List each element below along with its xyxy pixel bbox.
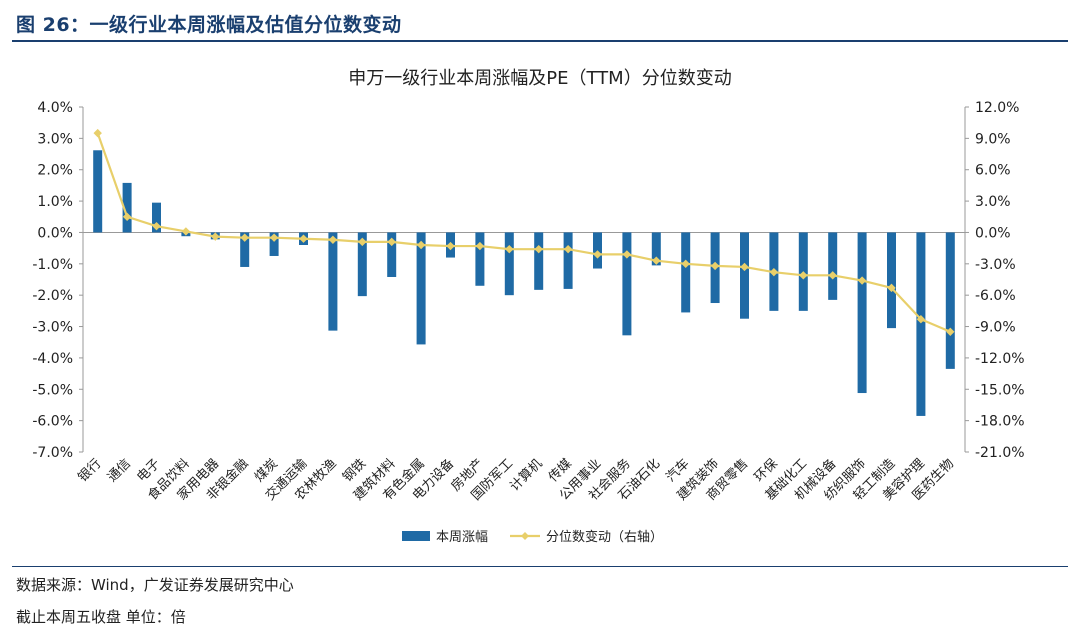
line-point (181, 227, 191, 236)
bar (534, 232, 544, 290)
y-tick-label-right: 9.0% (975, 131, 1011, 147)
chart-title: 申万一级行业本周涨幅及PE（TTM）分位数变动 (348, 68, 731, 89)
y-tick-label-left: -4.0% (32, 351, 73, 367)
y-tick-label-left: 3.0% (37, 131, 73, 147)
y-tick-label-right: -9.0% (975, 320, 1016, 336)
line-point (740, 262, 749, 272)
x-tick-label: 计算机 (507, 456, 545, 494)
legend-swatch-marker (521, 532, 529, 540)
top-rule (12, 40, 1068, 42)
unit-note: 截止本周五收盘 单位：倍 (16, 608, 186, 626)
y-tick-label-left: 2.0% (37, 163, 73, 179)
line-point (681, 259, 690, 269)
y-tick-label-right: 12.0% (975, 100, 1019, 116)
y-tick-label-right: -18.0% (975, 414, 1025, 430)
line-point (269, 233, 279, 242)
y-tick-label-left: -2.0% (32, 288, 73, 304)
line-point (358, 237, 367, 247)
bar (328, 232, 338, 331)
legend-swatch-bar (402, 531, 430, 541)
y-tick-label-right: -12.0% (975, 351, 1025, 367)
y-tick-label-left: -5.0% (32, 382, 73, 398)
bar (563, 232, 573, 289)
line-point (328, 235, 338, 244)
line-point (887, 283, 896, 293)
y-tick-label-right: 6.0% (975, 163, 1011, 179)
line-point (563, 244, 573, 254)
line-point (857, 276, 867, 285)
line-point (475, 241, 485, 251)
bottom-rule (12, 566, 1068, 567)
y-tick-label-left: 0.0% (37, 225, 73, 241)
line-point (416, 240, 426, 250)
bar (387, 232, 397, 277)
line-point (387, 237, 396, 247)
line-point (122, 212, 132, 221)
line-point (299, 234, 308, 243)
line-point (946, 327, 955, 336)
legend-label-line: 分位数变动（右轴） (546, 529, 663, 545)
line-point (152, 221, 161, 231)
bar (681, 232, 691, 313)
bar (945, 232, 955, 369)
figure-title: 图 26：一级行业本周涨幅及估值分位数变动 (16, 14, 402, 36)
line-point (240, 233, 249, 242)
legend-label-bar: 本周涨幅 (436, 530, 488, 545)
y-tick-label-left: -3.0% (32, 320, 73, 336)
bar (269, 232, 279, 256)
bar (622, 232, 632, 336)
line-point (593, 250, 602, 259)
bar (740, 232, 749, 319)
line-point (828, 271, 837, 280)
bar (916, 232, 926, 416)
y-tick-label-left: -7.0% (32, 445, 73, 461)
y-tick-label-left: 4.0% (37, 100, 73, 116)
y-tick-label-right: 3.0% (975, 194, 1011, 210)
bar (887, 232, 896, 329)
bar (122, 182, 132, 233)
bar (152, 202, 161, 233)
bar (93, 150, 103, 233)
y-tick-label-right: -6.0% (975, 288, 1016, 304)
source-note: 数据来源：Wind，广发证券发展研究中心 (16, 576, 294, 594)
bar (240, 232, 250, 267)
line-point (769, 267, 779, 277)
line-point (622, 250, 632, 259)
y-tick-label-left: 1.0% (37, 194, 73, 210)
x-tick-label: 银行 (76, 456, 105, 485)
line-point (446, 241, 455, 251)
bar (857, 232, 867, 394)
line-point (505, 244, 514, 254)
y-tick-label-right: 0.0% (975, 225, 1011, 241)
bar (504, 232, 514, 296)
legend: 本周涨幅 分位数变动（右轴） (402, 529, 663, 545)
x-tick-label: 通信 (105, 456, 134, 485)
bar (651, 232, 661, 266)
y-tick-label-right: -15.0% (975, 382, 1025, 398)
bar (475, 232, 485, 286)
y-tick-label-right: -3.0% (975, 257, 1016, 273)
line-point (916, 315, 926, 324)
bar (416, 232, 426, 345)
y-tick-label-left: -6.0% (32, 414, 73, 430)
series-line (96, 132, 951, 333)
line-point (211, 232, 220, 241)
line-point (93, 128, 102, 138)
y-tick-label-left: -1.0% (32, 257, 73, 273)
chart: 申万一级行业本周涨幅及PE（TTM）分位数变动 4.0% 3.0% 2.0% 1.0%… (32, 68, 1025, 545)
y-tick-label-right: -21.0% (975, 445, 1025, 461)
line-point (710, 261, 720, 271)
bar (828, 232, 838, 300)
line-point (799, 271, 808, 280)
line-point (534, 244, 543, 254)
bar (357, 232, 367, 297)
line-point (652, 256, 661, 265)
